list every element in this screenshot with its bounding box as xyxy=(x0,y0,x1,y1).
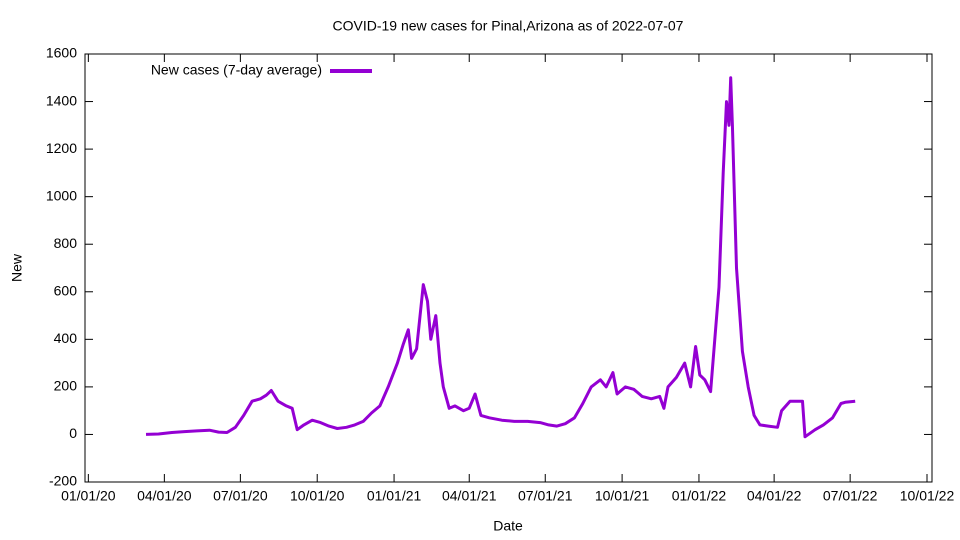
y-tick-label: 800 xyxy=(54,235,78,251)
x-tick-label: 04/01/21 xyxy=(442,488,497,504)
chart-title: COVID-19 new cases for Pinal,Arizona as … xyxy=(333,18,684,34)
y-tick-label: 0 xyxy=(69,425,77,441)
x-tick-label: 01/01/20 xyxy=(61,488,116,504)
x-tick-label: 07/01/21 xyxy=(518,488,573,504)
y-tick-label: 1000 xyxy=(46,187,77,203)
x-tick-label: 04/01/22 xyxy=(747,488,802,504)
x-tick-label: 01/01/22 xyxy=(672,488,727,504)
y-tick-label: 1200 xyxy=(46,140,77,156)
x-tick-label: 10/01/21 xyxy=(595,488,650,504)
x-tick-label: 04/01/20 xyxy=(137,488,192,504)
y-tick-label: 200 xyxy=(54,378,78,394)
plot-frame xyxy=(84,53,933,483)
series-line xyxy=(145,76,856,439)
x-axis-label: Date xyxy=(493,518,523,534)
x-tick-label: 10/01/20 xyxy=(290,488,345,504)
y-tick-label: 400 xyxy=(54,330,78,346)
x-tick-label: 01/01/21 xyxy=(367,488,422,504)
legend-label: New cases (7-day average) xyxy=(151,62,322,78)
x-tick-label: 07/01/22 xyxy=(823,488,878,504)
x-tick-label: 07/01/20 xyxy=(213,488,268,504)
y-tick-label: 600 xyxy=(54,282,78,298)
y-tick-label: 1600 xyxy=(46,45,77,61)
y-tick-label: 1400 xyxy=(46,92,77,108)
y-axis-label: New xyxy=(9,253,25,282)
y-tick-label: -200 xyxy=(49,473,77,489)
x-tick-label: 10/01/22 xyxy=(900,488,955,504)
